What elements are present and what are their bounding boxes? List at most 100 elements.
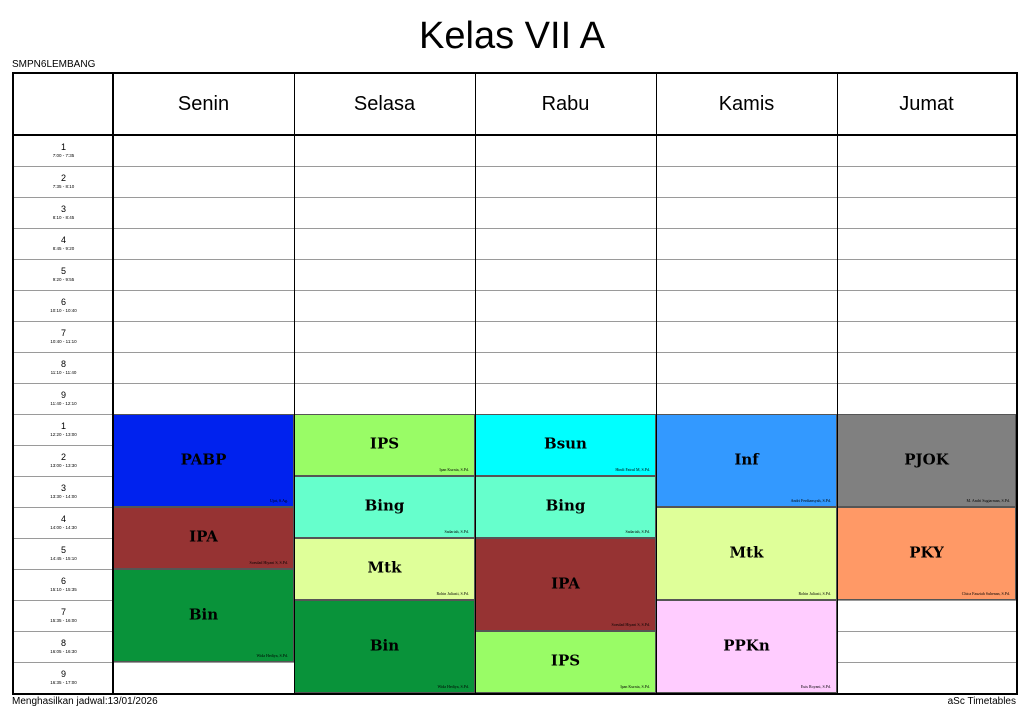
row-divider bbox=[14, 228, 1016, 229]
row-divider bbox=[14, 259, 1016, 260]
lesson-block[interactable]: IPA Soeulad Hiyani S, S.Pd. bbox=[475, 538, 656, 631]
lesson-block[interactable]: Mtk Rohin Juliasti, S.Pd. bbox=[656, 507, 837, 600]
period-number: 8 bbox=[60, 359, 66, 369]
lesson-block[interactable]: PKY Chica Fauziah Suhenan, S.Pd. bbox=[837, 507, 1016, 600]
period-time: 12:20 - 13:00 bbox=[50, 432, 77, 437]
period-number: 1 bbox=[60, 142, 66, 152]
period-time: 16:35 - 17:00 bbox=[50, 680, 77, 685]
period-cell: 8 11:10 - 11:40 bbox=[14, 352, 113, 383]
period-cell: 4 8:45 - 9:20 bbox=[14, 228, 113, 259]
period-cell: 3 8:10 - 8:45 bbox=[14, 197, 113, 228]
period-cell: 4 14:00 - 14:30 bbox=[14, 507, 113, 538]
lesson-teacher: Andri Ferdiansyah, S.Pd. bbox=[790, 498, 831, 503]
lesson-teacher: Ipan Kurnia, S.Pd. bbox=[620, 684, 650, 689]
period-cell: 2 13:00 - 13:30 bbox=[14, 445, 113, 476]
period-number: 4 bbox=[60, 514, 66, 524]
lesson-subject: IPS bbox=[550, 651, 581, 670]
lesson-subject: Mtk bbox=[729, 543, 764, 562]
lesson-subject: Bin bbox=[188, 605, 219, 624]
period-time: 16:05 - 16:30 bbox=[50, 649, 77, 654]
lesson-block[interactable]: PJOK M. Andri Sugiarman, S.Pd. bbox=[837, 414, 1016, 507]
lesson-teacher: Ujat, S.Ag. bbox=[270, 498, 288, 503]
lesson-block[interactable]: Bin Wida Hediya, S.Pd. bbox=[294, 600, 475, 693]
period-time: 13:00 - 13:30 bbox=[50, 463, 77, 468]
period-number: 9 bbox=[60, 669, 66, 679]
lesson-block[interactable]: Bing Sadariah, S.Pd. bbox=[475, 476, 656, 538]
period-cell: 3 13:30 - 14:00 bbox=[14, 476, 113, 507]
lesson-subject: IPA bbox=[189, 527, 218, 546]
period-cell: 1 12:20 - 13:00 bbox=[14, 414, 113, 445]
lesson-subject: Inf bbox=[734, 450, 759, 469]
column-divider bbox=[475, 74, 476, 693]
lesson-subject: PKY bbox=[909, 543, 944, 562]
period-number: 2 bbox=[60, 452, 66, 462]
column-divider bbox=[112, 74, 114, 693]
period-cell: 1 7:00 - 7:35 bbox=[14, 135, 113, 166]
period-number: 6 bbox=[60, 576, 66, 586]
period-number: 3 bbox=[60, 204, 66, 214]
lesson-subject: PABP bbox=[180, 450, 227, 469]
lesson-block[interactable]: PABP Ujat, S.Ag. bbox=[113, 414, 294, 507]
period-number: 7 bbox=[60, 328, 66, 338]
day-header-kamis: Kamis bbox=[718, 93, 775, 115]
period-number: 9 bbox=[60, 390, 66, 400]
row-divider bbox=[14, 321, 1016, 322]
lesson-teacher: Rohin Juliasti, S.Pd. bbox=[436, 591, 469, 596]
lesson-subject: Bin bbox=[369, 636, 400, 655]
period-cell: 2 7:35 - 8:10 bbox=[14, 166, 113, 197]
period-time: 7:35 - 8:10 bbox=[52, 184, 75, 189]
period-time: 13:30 - 14:00 bbox=[50, 494, 77, 499]
period-number: 5 bbox=[60, 545, 66, 555]
day-header-jumat: Jumat bbox=[899, 93, 954, 115]
period-time: 10:40 - 11:10 bbox=[50, 339, 77, 344]
period-time: 8:10 - 8:45 bbox=[52, 215, 75, 220]
generated-date: Menghasilkan jadwal:13/01/2026 bbox=[12, 696, 158, 707]
header-divider bbox=[14, 134, 1016, 136]
lesson-block[interactable]: IPS Ipan Kurnia, S.Pd. bbox=[475, 631, 656, 693]
period-time: 7:00 - 7:35 bbox=[52, 153, 75, 158]
day-header-rabu: Rabu bbox=[541, 93, 590, 115]
lesson-block[interactable]: IPA Soeulad Hiyani S, S.Pd. bbox=[113, 507, 294, 569]
period-time: 11:10 - 11:40 bbox=[50, 370, 77, 375]
lesson-block[interactable]: Bin Wida Hediya, S.Pd. bbox=[113, 569, 294, 662]
school-name: SMPN6LEMBANG bbox=[12, 59, 96, 70]
row-divider bbox=[14, 352, 1016, 353]
lesson-teacher: Rohin Juliasti, S.Pd. bbox=[798, 591, 831, 596]
row-divider bbox=[14, 197, 1016, 198]
period-time: 14:00 - 14:30 bbox=[50, 525, 77, 530]
lesson-subject: PJOK bbox=[904, 450, 949, 469]
day-header-selasa: Selasa bbox=[353, 93, 416, 115]
lesson-subject: IPA bbox=[551, 574, 580, 593]
lesson-subject: Bsun bbox=[544, 434, 587, 453]
row-divider bbox=[14, 290, 1016, 291]
period-time: 9:20 - 9:55 bbox=[52, 277, 75, 282]
timetable-grid: Senin Selasa Rabu Kamis Jumat 1 7:00 - 7:35 2 7:… bbox=[12, 72, 1018, 695]
lesson-subject: Bing bbox=[364, 496, 405, 515]
lesson-block[interactable]: Mtk Rohin Juliasti, S.Pd. bbox=[294, 538, 475, 600]
period-cell: 8 16:05 - 16:30 bbox=[14, 631, 113, 662]
period-number: 6 bbox=[60, 297, 66, 307]
lesson-block[interactable]: IPS Ipan Kurnia, S.Pd. bbox=[294, 414, 475, 476]
lesson-block[interactable]: PPKn Euis Royani, S.Pd. bbox=[656, 600, 837, 693]
period-number: 7 bbox=[60, 607, 66, 617]
column-divider bbox=[656, 74, 657, 693]
period-cell: 9 11:40 - 12:10 bbox=[14, 383, 113, 414]
period-number: 1 bbox=[60, 421, 66, 431]
period-time: 14:45 - 15:10 bbox=[50, 556, 77, 561]
lesson-teacher: Hindi Fatrul M, S.Pd. bbox=[615, 467, 650, 472]
lesson-block[interactable]: Inf Andri Ferdiansyah, S.Pd. bbox=[656, 414, 837, 507]
lesson-teacher: Sadariah, S.Pd. bbox=[444, 529, 469, 534]
period-time: 15:35 - 16:00 bbox=[50, 618, 77, 623]
lesson-block[interactable]: Bsun Hindi Fatrul M, S.Pd. bbox=[475, 414, 656, 476]
lesson-block[interactable]: Bing Sadariah, S.Pd. bbox=[294, 476, 475, 538]
lesson-teacher: Wida Hediya, S.Pd. bbox=[256, 653, 288, 658]
period-number: 3 bbox=[60, 483, 66, 493]
lesson-teacher: Ipan Kurnia, S.Pd. bbox=[439, 467, 469, 472]
lesson-teacher: Soeulad Hiyani S, S.Pd. bbox=[611, 622, 650, 627]
period-time: 11:40 - 12:10 bbox=[50, 401, 77, 406]
period-cell: 6 10:10 - 10:40 bbox=[14, 290, 113, 321]
period-number: 5 bbox=[60, 266, 66, 276]
period-cell: 6 15:10 - 15:35 bbox=[14, 569, 113, 600]
period-time: 10:10 - 10:40 bbox=[50, 308, 77, 313]
lesson-teacher: Wida Hediya, S.Pd. bbox=[437, 684, 469, 689]
